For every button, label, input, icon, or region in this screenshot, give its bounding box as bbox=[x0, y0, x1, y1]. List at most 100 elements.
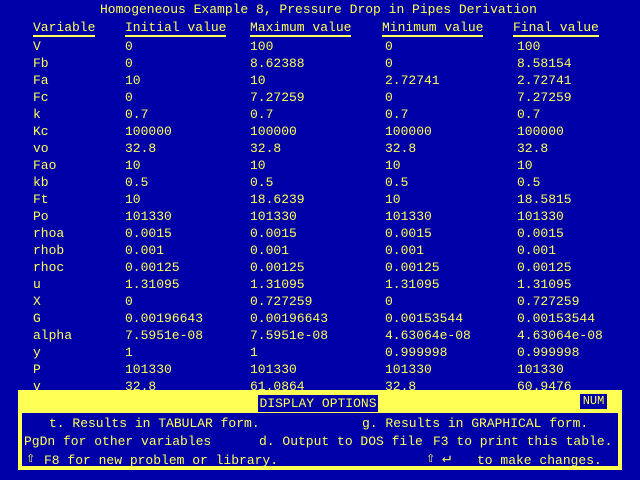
option-new-problem[interactable]: F8 for new problem or library. bbox=[44, 453, 279, 468]
table-row: Fa 10 10 2.72741 2.72741 bbox=[0, 72, 640, 89]
cell-final: 7.27259 bbox=[517, 90, 572, 105]
cell-minimum: 32.8 bbox=[385, 141, 417, 156]
cell-variable: Kc bbox=[33, 124, 49, 139]
table-row: Fb 0 8.62388 0 8.58154 bbox=[0, 55, 640, 72]
cell-variable: G bbox=[33, 311, 41, 326]
cell-initial: 1 bbox=[125, 345, 133, 360]
table-row: alpha 7.5951e-08 7.5951e-08 4.63064e-08 4.63… bbox=[0, 327, 640, 344]
cell-minimum: 0 bbox=[385, 90, 393, 105]
cell-variable: v bbox=[33, 379, 41, 394]
table-row: Fao 10 10 10 10 bbox=[0, 157, 640, 174]
table-row: u 1.31095 1.31095 1.31095 1.31095 bbox=[0, 276, 640, 293]
cell-variable: rhob bbox=[33, 243, 65, 258]
cell-variable: kb bbox=[33, 175, 49, 190]
cell-initial: 10 bbox=[125, 73, 141, 88]
cell-final: 0.5 bbox=[517, 175, 541, 190]
cell-final: 0.727259 bbox=[517, 294, 580, 309]
cell-maximum: 1 bbox=[250, 345, 258, 360]
cell-minimum: 4.63064e-08 bbox=[385, 328, 471, 343]
cell-final: 0.999998 bbox=[517, 345, 580, 360]
cell-initial: 0 bbox=[125, 294, 133, 309]
cell-minimum: 0 bbox=[385, 294, 393, 309]
cell-initial: 1.31095 bbox=[125, 277, 180, 292]
cell-minimum: 0.7 bbox=[385, 107, 409, 122]
cell-maximum: 1.31095 bbox=[250, 277, 305, 292]
cell-final: 2.72741 bbox=[517, 73, 572, 88]
cell-final: 18.5815 bbox=[517, 192, 572, 207]
cell-final: 0.7 bbox=[517, 107, 541, 122]
cell-maximum: 10 bbox=[250, 73, 266, 88]
cell-maximum: 0.7 bbox=[250, 107, 274, 122]
option-pgdn[interactable]: PgDn for other variables bbox=[24, 434, 212, 449]
cell-variable: y bbox=[33, 345, 41, 360]
cell-maximum: 18.6239 bbox=[250, 192, 305, 207]
table-row: rhoc 0.00125 0.00125 0.00125 0.00125 bbox=[0, 259, 640, 276]
cell-maximum: 0.001 bbox=[250, 243, 290, 258]
cell-variable: Fao bbox=[33, 158, 57, 173]
cell-initial: 32.8 bbox=[125, 141, 157, 156]
cell-initial: 10 bbox=[125, 158, 141, 173]
cell-final: 0.00125 bbox=[517, 260, 572, 275]
option-make-changes[interactable]: to make changes. bbox=[477, 453, 602, 468]
table-row: vo 32.8 32.8 32.8 32.8 bbox=[0, 140, 640, 157]
cell-final: 101330 bbox=[517, 209, 564, 224]
cell-initial: 0.00196643 bbox=[125, 311, 204, 326]
shift-arrow-icon: ⇧ bbox=[426, 450, 436, 467]
cell-final: 100000 bbox=[517, 124, 564, 139]
cell-minimum: 0.00153544 bbox=[385, 311, 464, 326]
cell-minimum: 0.0015 bbox=[385, 226, 432, 241]
cell-final: 0.00153544 bbox=[517, 311, 596, 326]
cell-initial: 0 bbox=[125, 39, 133, 54]
column-header-initial: Initial value bbox=[125, 20, 227, 37]
table-row: X 0 0.727259 0 0.727259 bbox=[0, 293, 640, 310]
cell-final: 0.001 bbox=[517, 243, 557, 258]
cell-variable: vo bbox=[33, 141, 49, 156]
cell-minimum: 101330 bbox=[385, 362, 432, 377]
cell-initial: 0 bbox=[125, 56, 133, 71]
enter-arrow-icon: ↵ bbox=[442, 450, 452, 467]
options-box: t. Results in TABULAR form. g. Results i… bbox=[22, 413, 618, 468]
cell-maximum: 100 bbox=[250, 39, 274, 54]
cell-initial: 0.0015 bbox=[125, 226, 172, 241]
cell-minimum: 101330 bbox=[385, 209, 432, 224]
cell-minimum: 100000 bbox=[385, 124, 432, 139]
cell-final: 0.0015 bbox=[517, 226, 564, 241]
option-tabular[interactable]: t. Results in TABULAR form. bbox=[49, 416, 260, 431]
cell-variable: X bbox=[33, 294, 41, 309]
cell-minimum: 2.72741 bbox=[385, 73, 440, 88]
cell-variable: rhoc bbox=[33, 260, 65, 275]
cell-final: 100 bbox=[517, 39, 541, 54]
option-print[interactable]: F3 to print this table. bbox=[433, 434, 613, 449]
window-title: Homogeneous Example 8, Pressure Drop in … bbox=[100, 2, 537, 17]
cell-variable: rhoa bbox=[33, 226, 65, 241]
cell-maximum: 32.8 bbox=[250, 141, 282, 156]
cell-final: 1.31095 bbox=[517, 277, 572, 292]
cell-initial: 7.5951e-08 bbox=[125, 328, 204, 343]
cell-initial: 0.5 bbox=[125, 175, 149, 190]
display-options-panel: DISPLAY OPTIONS NUM t. Results in TABULA… bbox=[18, 390, 622, 470]
table-row: rhoa 0.0015 0.0015 0.0015 0.0015 bbox=[0, 225, 640, 242]
cell-maximum: 7.5951e-08 bbox=[250, 328, 329, 343]
cell-initial: 101330 bbox=[125, 209, 172, 224]
cell-minimum: 0 bbox=[385, 56, 393, 71]
cell-maximum: 100000 bbox=[250, 124, 297, 139]
cell-initial: 0.001 bbox=[125, 243, 165, 258]
display-options-title: DISPLAY OPTIONS bbox=[258, 395, 378, 412]
cell-maximum: 0.00125 bbox=[250, 260, 305, 275]
table-row: V 0 100 0 100 bbox=[0, 38, 640, 55]
cell-variable: u bbox=[33, 277, 41, 292]
cell-minimum: 1.31095 bbox=[385, 277, 440, 292]
cell-maximum: 0.00196643 bbox=[250, 311, 329, 326]
cell-variable: alpha bbox=[33, 328, 73, 343]
cell-maximum: 0.0015 bbox=[250, 226, 297, 241]
cell-initial: 0.00125 bbox=[125, 260, 180, 275]
table-row: G 0.00196643 0.00196643 0.00153544 0.0015354… bbox=[0, 310, 640, 327]
option-dos-output[interactable]: d. Output to DOS file bbox=[259, 434, 423, 449]
num-lock-indicator: NUM bbox=[580, 394, 607, 409]
table-row: P 101330 101330 101330 101330 bbox=[0, 361, 640, 378]
cell-minimum: 0.001 bbox=[385, 243, 425, 258]
cell-minimum: 0.5 bbox=[385, 175, 409, 190]
cell-variable: k bbox=[33, 107, 41, 122]
option-graphical[interactable]: g. Results in GRAPHICAL form. bbox=[362, 416, 589, 431]
cell-initial: 0.7 bbox=[125, 107, 149, 122]
